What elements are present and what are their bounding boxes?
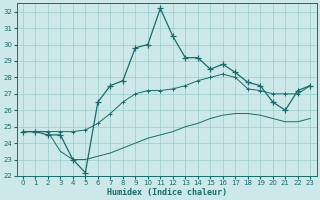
- X-axis label: Humidex (Indice chaleur): Humidex (Indice chaleur): [107, 188, 227, 197]
